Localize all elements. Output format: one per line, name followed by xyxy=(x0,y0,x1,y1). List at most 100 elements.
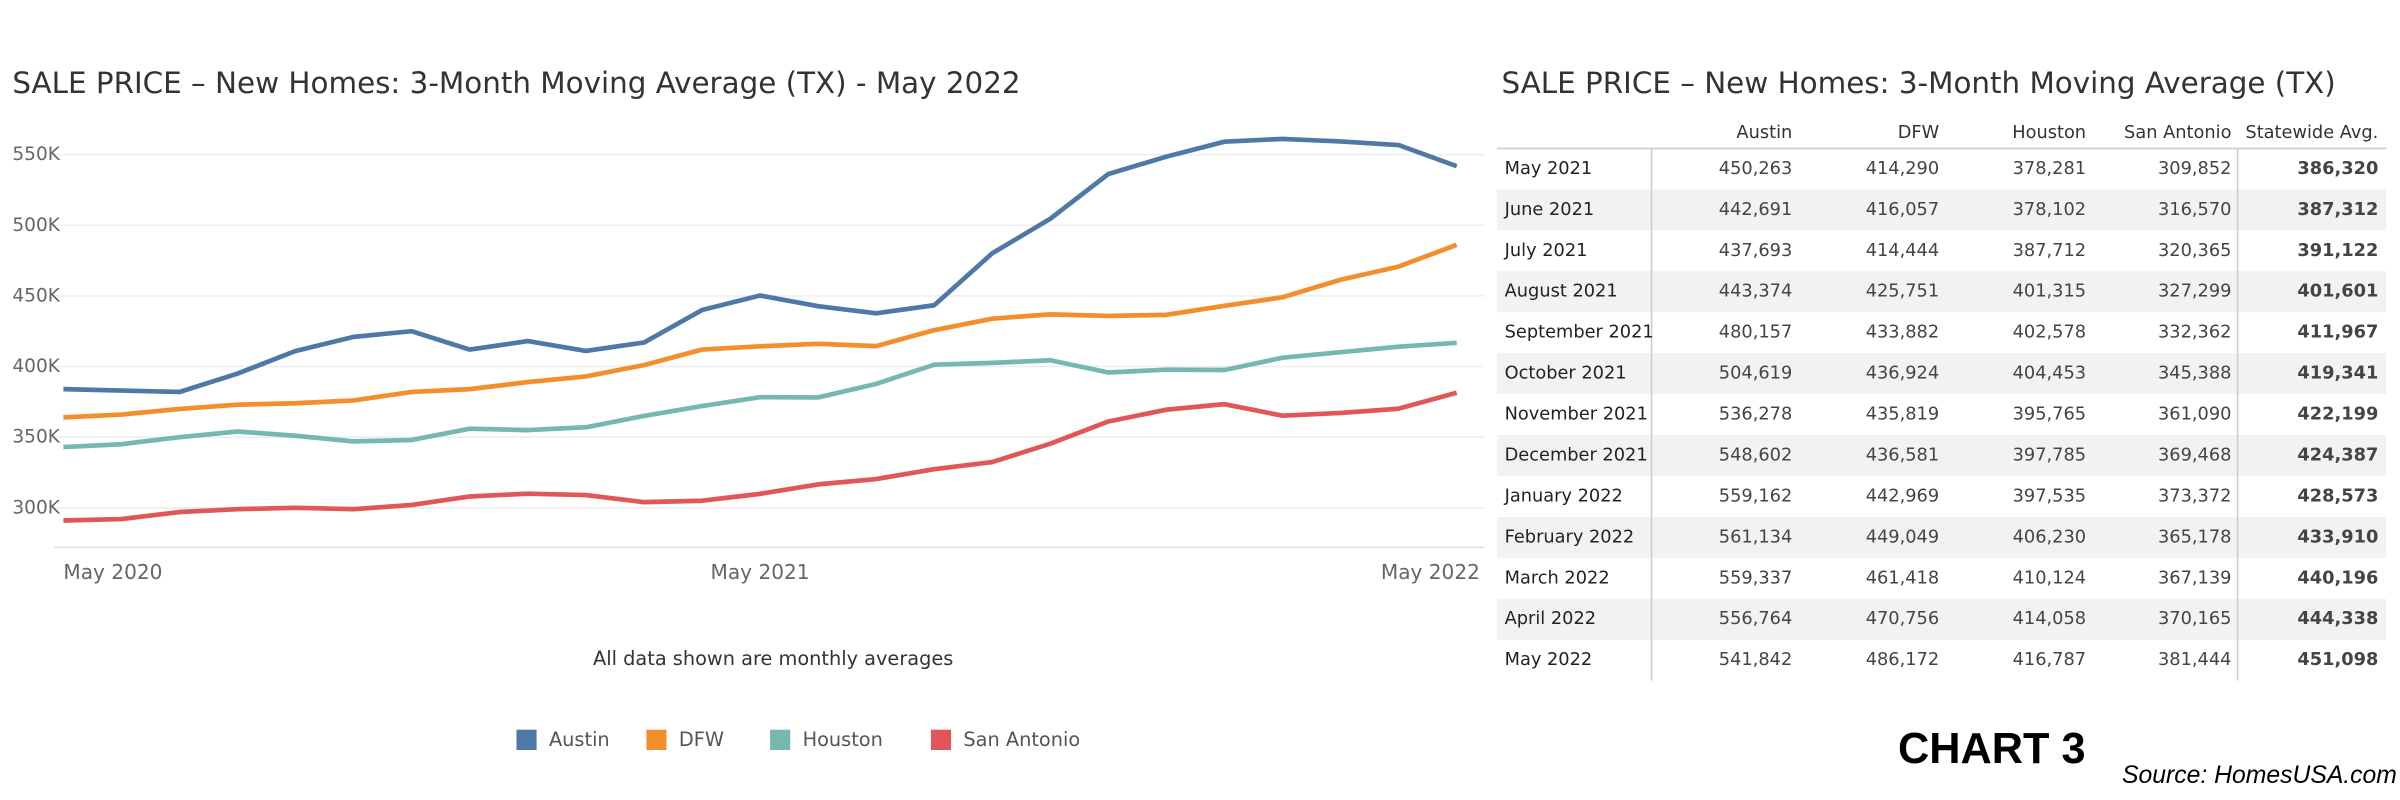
chart-label: CHART 3 xyxy=(1898,725,2086,773)
table-cell: 361,090 xyxy=(2158,403,2231,424)
table-cell: 367,139 xyxy=(2158,567,2231,588)
table-cell: 365,178 xyxy=(2158,526,2231,547)
table-row-bg xyxy=(1496,189,2387,231)
table-cell: September 2021 xyxy=(1505,322,1654,343)
line-series xyxy=(63,242,1458,420)
table-cell: 401,315 xyxy=(2013,281,2086,302)
annotation: All data shown are monthly averages xyxy=(593,647,953,670)
line-series xyxy=(63,390,1458,523)
table-cell: 419,341 xyxy=(2297,363,2378,384)
table-cell: 395,765 xyxy=(2013,403,2086,424)
table-cell: 381,444 xyxy=(2158,649,2231,670)
table-cell: 436,581 xyxy=(1866,444,1939,465)
table-cell: 391,122 xyxy=(2297,240,2378,261)
table-cell: 449,049 xyxy=(1866,526,1939,547)
table-cell: 373,372 xyxy=(2158,485,2231,506)
table-cell: 536,278 xyxy=(1719,403,1792,424)
table-cell: June 2021 xyxy=(1504,199,1595,220)
table-row-bg xyxy=(1496,271,2387,313)
table-cell: 443,374 xyxy=(1719,281,1792,302)
line-series xyxy=(63,340,1457,450)
table-cell: 425,751 xyxy=(1866,281,1939,302)
table-cell: 309,852 xyxy=(2158,158,2231,179)
table-cell: 442,969 xyxy=(1866,485,1939,506)
table-cell: February 2022 xyxy=(1505,526,1635,547)
table-cell: 345,388 xyxy=(2158,363,2231,384)
table-cell: 416,057 xyxy=(1866,199,1939,220)
y-tick-label: 450K xyxy=(12,285,60,306)
table-cell: 422,199 xyxy=(2297,403,2378,424)
table-cell: 332,362 xyxy=(2158,322,2231,343)
x-tick-label: May 2021 xyxy=(711,560,810,584)
table-cell: 561,134 xyxy=(1719,526,1792,547)
table-cell: 442,691 xyxy=(1719,199,1792,220)
table-cell: 404,453 xyxy=(2013,363,2086,384)
table-cell: 470,756 xyxy=(1866,608,1939,629)
table-cell: 410,124 xyxy=(2013,567,2086,588)
table-cell: October 2021 xyxy=(1505,363,1627,384)
table-header: Houston xyxy=(2012,122,2086,143)
table-cell: 397,535 xyxy=(2013,485,2086,506)
table-cell: 428,573 xyxy=(2297,485,2378,506)
table-cell: August 2021 xyxy=(1505,281,1618,302)
table-cell: 414,290 xyxy=(1866,158,1939,179)
table-cell: 486,172 xyxy=(1866,649,1939,670)
table-cell: 414,058 xyxy=(2013,608,2086,629)
x-tick-label: May 2022 xyxy=(1381,560,1480,584)
table-cell: 435,819 xyxy=(1866,403,1939,424)
table-cell: 559,162 xyxy=(1719,485,1792,506)
table-cell: July 2021 xyxy=(1504,240,1588,261)
chart-title: SALE PRICE – New Homes: 3-Month Moving A… xyxy=(12,66,1020,100)
table-cell: 437,693 xyxy=(1719,240,1792,261)
table-cell: 504,619 xyxy=(1719,363,1792,384)
table-cell: March 2022 xyxy=(1505,567,1610,588)
legend-swatch xyxy=(646,729,667,750)
legend-label: DFW xyxy=(679,728,724,751)
table-cell: 406,230 xyxy=(2013,526,2086,547)
legend-swatch xyxy=(930,729,952,750)
x-tick-label: May 2020 xyxy=(63,560,162,584)
legend-swatch xyxy=(770,729,791,750)
table-cell: 440,196 xyxy=(2297,567,2378,588)
table-cell: May 2022 xyxy=(1505,649,1593,670)
table-cell: 327,299 xyxy=(2158,281,2231,302)
y-tick-label: 400K xyxy=(12,356,60,377)
table-header: Austin xyxy=(1736,122,1792,143)
table-cell: 401,601 xyxy=(2297,281,2378,302)
table-cell: 378,102 xyxy=(2013,199,2086,220)
table-header: Statewide Avg. xyxy=(2245,122,2378,143)
legend-swatch xyxy=(516,729,537,750)
legend-label: Austin xyxy=(549,728,610,751)
y-tick-label: 350K xyxy=(12,427,60,448)
table-cell: 451,098 xyxy=(2297,649,2378,670)
table-cell: 433,882 xyxy=(1866,322,1939,343)
table-cell: 316,570 xyxy=(2158,199,2231,220)
table-cell: 414,444 xyxy=(1866,240,1939,261)
y-tick-label: 550K xyxy=(12,144,60,165)
table-cell: 433,910 xyxy=(2297,526,2378,547)
source: Source: HomesUSA.com xyxy=(2122,761,2397,789)
table-cell: December 2021 xyxy=(1505,444,1648,465)
table-cell: 397,785 xyxy=(2013,444,2086,465)
table-cell: 416,787 xyxy=(2013,649,2086,670)
table-cell: 444,338 xyxy=(2297,608,2378,629)
table-cell: November 2021 xyxy=(1505,403,1648,424)
table-cell: 559,337 xyxy=(1719,567,1792,588)
line-series xyxy=(63,136,1458,395)
table-cell: 386,320 xyxy=(2297,158,2378,179)
table-cell: 556,764 xyxy=(1719,608,1792,629)
table-row-bg xyxy=(1496,598,2387,640)
table-cell: 436,924 xyxy=(1866,363,1939,384)
y-tick-label: 500K xyxy=(12,215,60,236)
table-cell: 411,967 xyxy=(2297,322,2378,343)
table-cell: April 2022 xyxy=(1505,608,1596,629)
table-cell: 480,157 xyxy=(1719,322,1792,343)
legend-label: Houston xyxy=(803,728,883,751)
table-cell: January 2022 xyxy=(1504,485,1623,506)
table-cell: 370,165 xyxy=(2158,608,2231,629)
y-tick-label: 300K xyxy=(12,497,60,518)
table-cell: 320,365 xyxy=(2158,240,2231,261)
table-cell: 369,468 xyxy=(2158,444,2231,465)
